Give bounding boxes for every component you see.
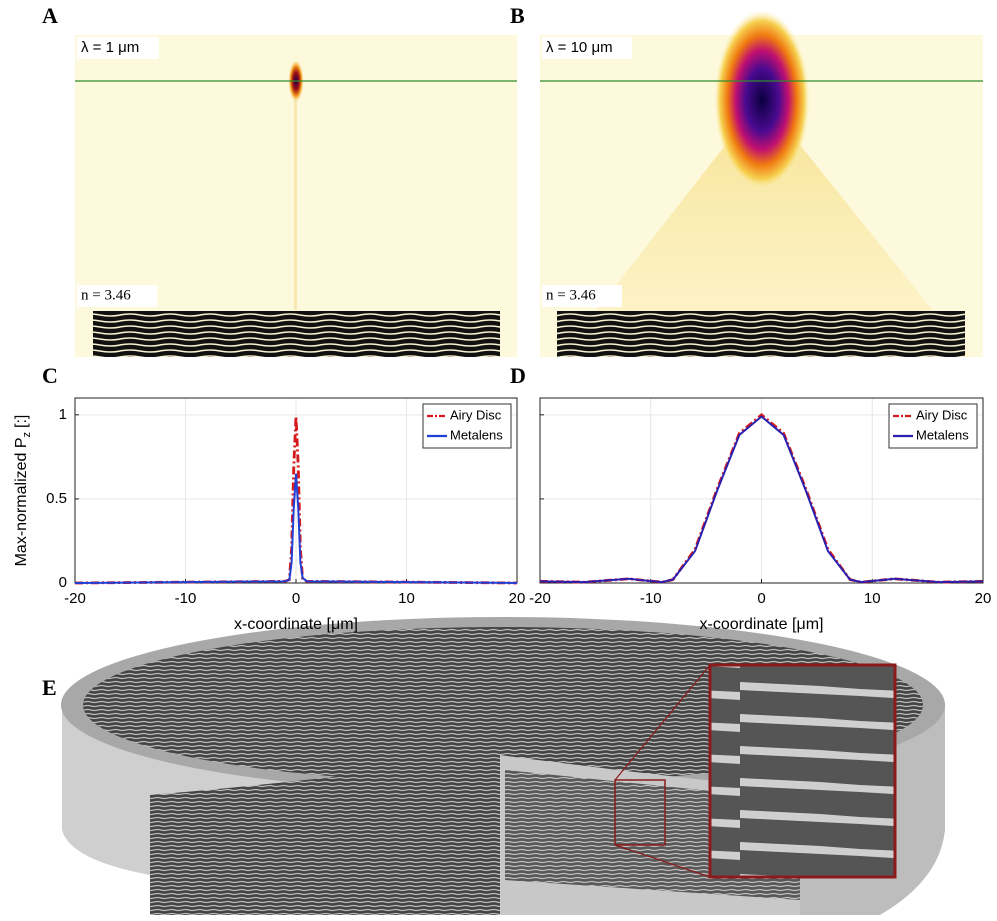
x-tick-label: 10 [864,590,881,607]
panel-label: A [42,3,58,28]
panel-label: D [510,363,526,388]
y-axis-label-part: z [21,432,33,438]
panel-label: C [42,363,58,388]
x-tick-label: -20 [529,590,551,607]
x-tick-label: -20 [64,590,86,607]
x-tick-label: 0 [757,590,765,607]
legend-label: Metalens [916,427,969,442]
legend [888,403,978,449]
x-axis-label: x-coordinate [μm] [700,616,824,633]
series-line [539,412,984,584]
wavelength-label: λ = 1 μm [81,39,139,56]
x-axis-label: x-coordinate [μm] [234,616,358,633]
field-beam [560,120,970,357]
panel-label: E [42,675,57,700]
y-tick-label: 1 [59,406,67,423]
wavelength-label: λ = 10 μm [546,39,613,56]
legend-label: Airy Disc [916,407,968,422]
y-tick-label: 0 [59,574,67,591]
x-tick-label: -10 [640,590,662,607]
lens-cross-section [557,311,965,357]
series-line [74,473,518,584]
x-tick-label: 10 [398,590,415,607]
legend-label: Metalens [450,427,503,442]
field-beam [294,90,297,310]
legend-label: Airy Disc [450,407,502,422]
x-tick-label: 20 [509,590,526,607]
focal-spot [714,10,810,190]
x-tick-label: 20 [975,590,992,607]
y-tick-label: 0.5 [46,490,67,507]
y-axis-label: Max-normalized Pz [:] [13,415,33,567]
x-tick-label: -10 [175,590,197,607]
axes-frame [539,397,984,584]
index-label: n = 3.46 [546,287,596,303]
axes-frame [74,397,518,584]
x-tick-label: 0 [292,590,300,607]
y-axis-label-part: [:] [13,415,30,428]
label-box [77,37,159,59]
series-line [539,415,984,584]
label-box [77,285,157,307]
label-box [542,37,632,59]
y-axis-label-part: Max-normalized P [13,437,30,566]
lens-cross-section [93,311,500,357]
index-label: n = 3.46 [81,287,131,303]
panel-label: B [510,3,525,28]
metalens-render [61,617,945,915]
legend [422,403,512,449]
label-box [542,285,622,307]
